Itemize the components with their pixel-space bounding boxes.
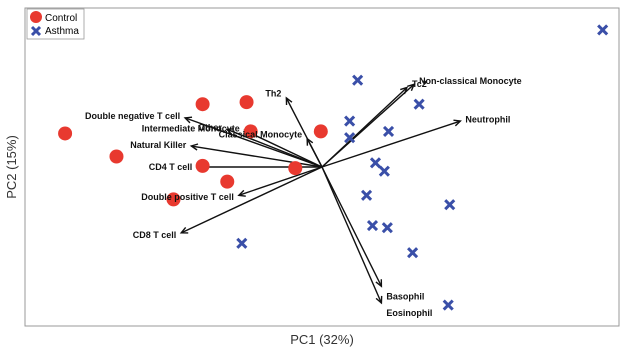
loading-arrow xyxy=(237,166,323,197)
control-point xyxy=(109,149,124,164)
asthma-point xyxy=(369,157,382,169)
loading-label: Neutrophil xyxy=(465,114,510,124)
control-point xyxy=(195,97,210,112)
legend-asthma-x xyxy=(30,25,42,37)
legend-asthma-marker xyxy=(30,25,42,37)
loading-arrow xyxy=(321,83,416,168)
loading-arrow xyxy=(225,128,323,168)
legend-asthma-label: Asthma xyxy=(45,26,79,37)
loading-arrow xyxy=(321,166,383,305)
legend-control-marker xyxy=(30,11,42,23)
asthma-point xyxy=(344,132,356,144)
asthma-point xyxy=(236,237,248,249)
loading-label: Tc2 xyxy=(412,79,427,89)
asthma-point xyxy=(442,299,454,311)
asthma-point xyxy=(378,165,390,177)
asthma-point xyxy=(381,222,393,234)
asthma-point xyxy=(360,189,373,201)
control-point xyxy=(195,158,210,173)
loading-label: Classical Monocyte xyxy=(219,129,303,139)
y-axis-title: PC2 (15%) xyxy=(4,135,19,199)
loading-label: Intermediate Monocyte xyxy=(142,123,240,133)
control-point xyxy=(220,174,235,189)
loading-label: Double positive T cell xyxy=(141,192,234,202)
asthma-point xyxy=(344,115,356,127)
loading-label: Natural Killer xyxy=(130,140,187,150)
control-point xyxy=(166,192,181,207)
control-point xyxy=(58,126,73,141)
loading-labels: Double negative T cell OtherIntermediate … xyxy=(85,76,522,318)
control-point xyxy=(313,124,328,139)
loading-arrow xyxy=(179,166,323,234)
loading-label: Non-classical Monocyte xyxy=(419,76,522,86)
loading-arrow xyxy=(195,163,322,171)
control-point xyxy=(288,161,303,176)
data-points xyxy=(58,24,609,311)
asthma-point xyxy=(407,247,419,259)
asthma-point xyxy=(413,98,425,110)
legend-control-label: Control xyxy=(45,13,77,24)
asthma-point xyxy=(444,199,456,211)
control-point xyxy=(239,95,254,110)
loading-arrow xyxy=(189,143,323,168)
loading-arrow xyxy=(183,116,323,168)
asthma-point xyxy=(597,24,609,36)
loading-arrow xyxy=(285,96,323,168)
loading-label: Other xyxy=(198,122,223,132)
asthma-point xyxy=(366,219,379,232)
control-point xyxy=(243,124,258,139)
loading-label: Basophil xyxy=(386,291,424,301)
x-axis-title: PC1 (32%) xyxy=(290,332,354,347)
loading-label: CD8 T cell xyxy=(133,230,177,240)
loading-label: Eosinophil xyxy=(386,308,432,318)
loading-label: Double negative T cell xyxy=(85,111,180,121)
loading-label: Th2 xyxy=(265,89,281,99)
loading-arrow xyxy=(321,119,462,168)
legend: Control Asthma xyxy=(26,8,85,40)
loading-label: CD4 T cell xyxy=(149,162,193,172)
plot-frame xyxy=(24,7,620,327)
asthma-point xyxy=(352,74,364,86)
asthma-point xyxy=(382,125,395,137)
loading-arrow xyxy=(321,166,383,288)
